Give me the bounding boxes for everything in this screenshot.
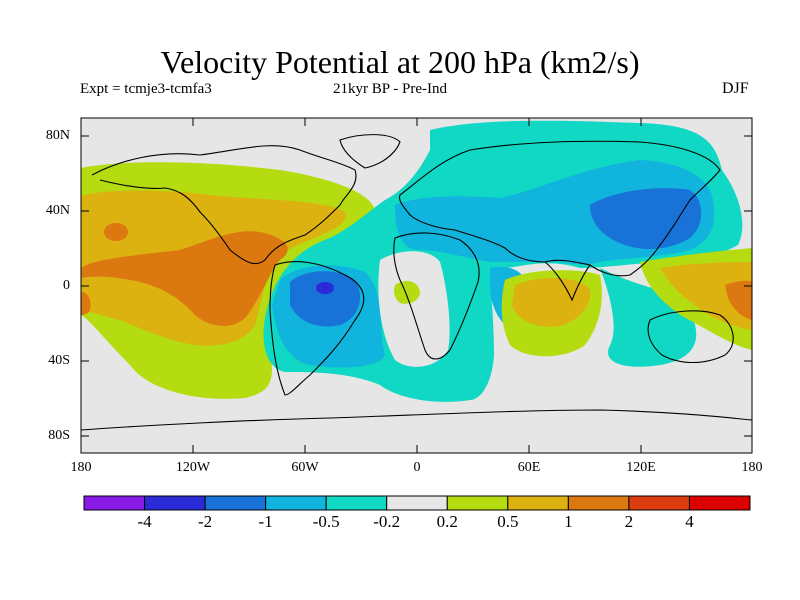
- contour-asia-darkblue: [590, 188, 702, 250]
- coast-india: [544, 261, 591, 302]
- colorbar-label: 2: [624, 512, 634, 531]
- coast-greenland: [339, 134, 401, 169]
- contour-africa-gap: [378, 251, 450, 367]
- colorbar-swatch: [446, 495, 509, 511]
- lat-tick-label: 40S: [48, 353, 70, 368]
- contour-westpacific-orange: [660, 262, 752, 330]
- colorbar-label: -0.5: [312, 512, 340, 531]
- colorbar-swatch: [265, 495, 327, 511]
- lon-tick-label: 0: [413, 460, 421, 475]
- colorbar: [83, 495, 751, 511]
- colorbar-label: 4: [685, 512, 694, 531]
- colorbar-swatch: [386, 495, 448, 511]
- experiment-label: Expt = tcmje3-tcmfa3: [80, 81, 212, 97]
- lat-tick-label: 80S: [48, 428, 70, 443]
- coast-europe-asia: [398, 140, 721, 277]
- season-label: DJF: [722, 80, 749, 97]
- colorbar-label: 0.5: [497, 512, 519, 531]
- colorbar-swatch: [688, 495, 751, 511]
- colorbar-swatch: [325, 495, 388, 511]
- contour-fields: [81, 120, 752, 402]
- contour-pacific-spot: [104, 223, 128, 241]
- lon-tick-label: 180: [70, 460, 92, 475]
- colorbar-swatch: [83, 495, 146, 511]
- lat-tick-label: 40N: [45, 203, 70, 218]
- contour-dateline-strip: [81, 292, 91, 315]
- coast-south-america: [269, 261, 365, 396]
- contour-indian-orange: [512, 278, 591, 327]
- colorbar-label: 0.2: [436, 512, 458, 531]
- colorbar-swatch: [628, 495, 690, 511]
- colorbar-swatch: [204, 495, 267, 511]
- contour-amazon-navy: [316, 282, 334, 294]
- lat-tick-label: 0: [63, 278, 70, 293]
- coast-antarctica: [81, 409, 752, 431]
- coast-africa: [393, 232, 480, 360]
- lon-tick-label: 60W: [291, 460, 319, 475]
- colorbar-label: -4: [137, 512, 152, 531]
- colorbar-label: -1: [258, 512, 273, 531]
- map-title: Velocity Potential at 200 hPa (km2/s): [160, 44, 640, 80]
- colorbar-swatch: [507, 495, 569, 511]
- lon-tick-label: 180: [741, 460, 763, 475]
- contour-amazon-darkblue: [290, 271, 360, 327]
- colorbar-label: 1: [564, 512, 573, 531]
- lon-tick-label: 120E: [626, 460, 656, 475]
- period-label: 21kyr BP - Pre-Ind: [333, 81, 448, 97]
- coast-australia: [647, 310, 734, 363]
- contour-westpacific-darkorange: [725, 280, 752, 320]
- coast-north-america: [91, 145, 357, 265]
- lon-tick-label: 120W: [175, 460, 211, 475]
- colorbar-label: -2: [197, 512, 213, 531]
- coastlines: [81, 134, 752, 431]
- colorbar-label: -0.2: [373, 512, 401, 531]
- colorbar-swatch: [567, 495, 630, 511]
- colorbar-swatch: [144, 495, 206, 511]
- lon-tick-label: 60E: [517, 460, 541, 475]
- contour-africa-green: [394, 280, 420, 304]
- lat-tick-label: 80N: [45, 128, 70, 143]
- axis-ticks: [81, 118, 752, 453]
